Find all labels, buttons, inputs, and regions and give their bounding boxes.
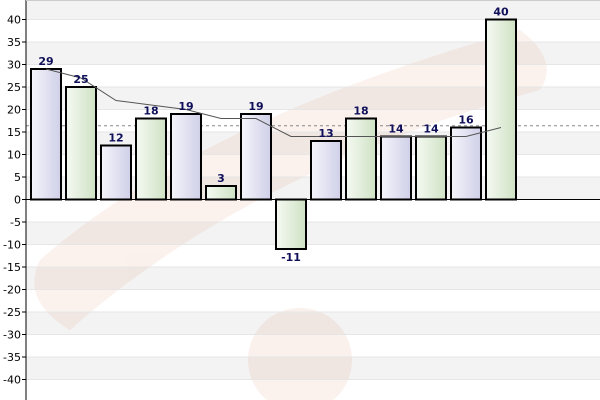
bar <box>275 198 307 250</box>
data-label: 13 <box>318 127 333 140</box>
grid-band <box>26 312 600 335</box>
data-label: 40 <box>493 6 509 19</box>
y-tick-label: -10 <box>3 239 21 252</box>
data-label: 25 <box>73 73 88 86</box>
grid-band <box>26 87 600 110</box>
trend-line-path <box>45 68 502 137</box>
data-labels: 29 25 12 18 19 3 19 -11 13 18 14 14 16 40 <box>38 6 509 265</box>
bar <box>205 185 237 201</box>
watermark-logo <box>34 30 547 400</box>
data-label: 18 <box>353 105 368 118</box>
bar <box>170 113 202 201</box>
y-tick-label: 20 <box>7 104 21 117</box>
data-label: 12 <box>108 132 123 145</box>
y-tick-label: -35 <box>3 351 21 364</box>
data-label: 14 <box>388 123 404 136</box>
grid-band <box>26 357 600 380</box>
y-tick-label: -40 <box>3 374 21 387</box>
data-label: -11 <box>281 251 301 264</box>
bar <box>450 126 482 201</box>
grid-band <box>26 0 600 20</box>
bar <box>100 144 132 201</box>
bar <box>240 113 272 201</box>
y-tick-label: 40 <box>7 14 21 27</box>
y-tick-label: -15 <box>3 261 21 274</box>
y-tick-label: 25 <box>7 81 21 94</box>
y-tick-label: 0 <box>14 194 21 207</box>
trend-line <box>45 68 502 137</box>
bar <box>30 68 62 201</box>
y-tick-label: -20 <box>3 284 21 297</box>
y-tick-label: 5 <box>14 171 21 184</box>
y-tick-label: -30 <box>3 329 21 342</box>
bar <box>415 135 447 201</box>
grid-band <box>26 222 600 245</box>
y-tick-label: -5 <box>10 216 21 229</box>
data-label: 18 <box>143 105 158 118</box>
y-tick-label: -25 <box>3 306 21 319</box>
bar <box>135 117 167 201</box>
y-tick-label: 10 <box>7 149 21 162</box>
y-axis-ticks: 40 35 30 25 20 15 10 5 0 -5 -10 -15 -20 -25 -30 -35 -40 <box>3 14 26 387</box>
bar <box>310 140 342 201</box>
bar <box>485 18 517 201</box>
bar <box>380 135 412 201</box>
data-label: 14 <box>423 123 439 136</box>
bar <box>65 86 97 201</box>
y-tick-label: 35 <box>7 36 21 49</box>
grid-band <box>26 42 600 65</box>
data-label: 29 <box>38 55 53 68</box>
data-label: 3 <box>217 172 225 185</box>
data-label: 19 <box>248 100 263 113</box>
grid-band <box>26 267 600 290</box>
data-label: 16 <box>458 114 474 127</box>
y-tick-label: 30 <box>7 59 21 72</box>
y-tick-label: 15 <box>7 126 21 139</box>
data-label: 19 <box>178 100 193 113</box>
bar <box>345 117 377 201</box>
